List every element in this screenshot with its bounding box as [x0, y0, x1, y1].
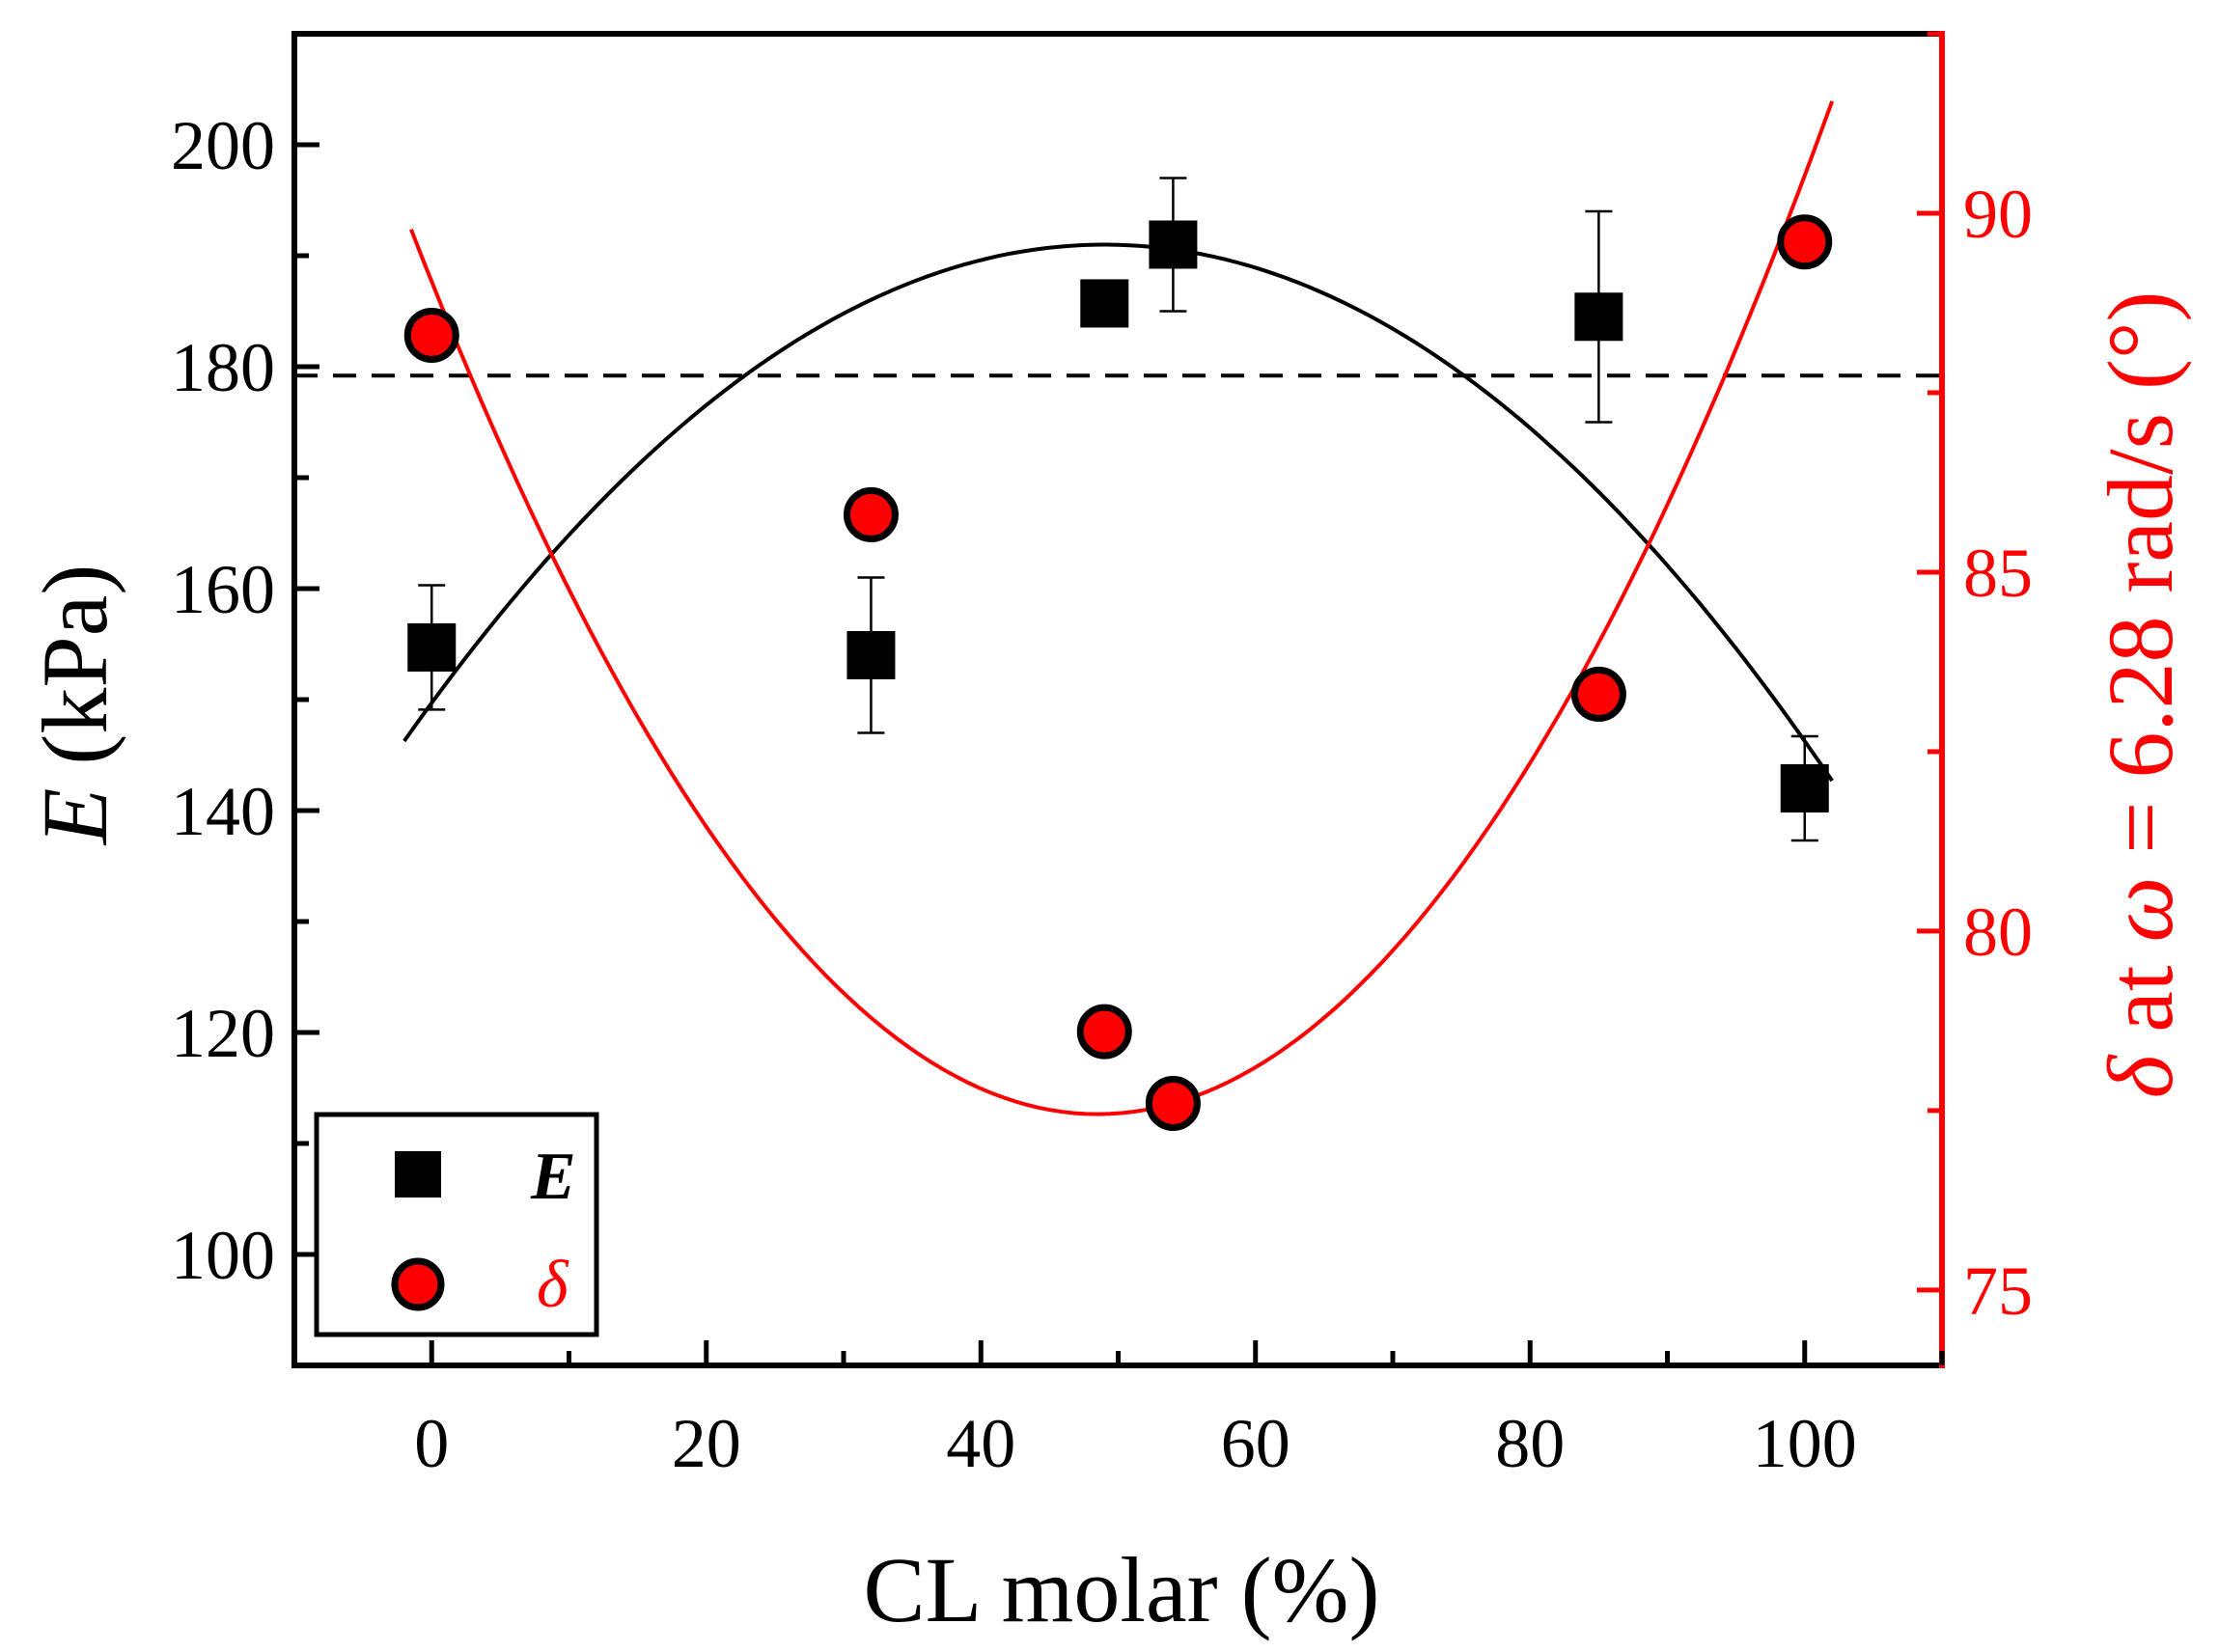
e-data-point — [1780, 764, 1829, 812]
y-right-tick-label: 75 — [1963, 1253, 2033, 1330]
e-series-points — [407, 220, 1829, 812]
legend-marker-e — [395, 1151, 441, 1198]
legend-marker-delta — [391, 1257, 445, 1311]
y-right-tick-label: 90 — [1963, 176, 2033, 253]
tick-labels: 0 20 40 60 80 100 100 120 140 160 180 200 75 80 85 90 — [171, 107, 2033, 1482]
y-right-axis-title-rest: = 6.28 rad/s (°) — [2089, 291, 2192, 877]
x-tick-label: 20 — [672, 1405, 741, 1482]
y-left-axis-title-rest: (kPa) — [23, 564, 126, 788]
y-right-tick-label: 85 — [1963, 535, 2033, 612]
legend-box — [314, 1112, 599, 1337]
x-tick-label: 100 — [1753, 1405, 1857, 1482]
e-data-point — [1080, 279, 1129, 328]
y-left-tick-label: 180 — [171, 329, 275, 406]
e-data-point — [1149, 220, 1198, 269]
fit-curves — [402, 100, 1835, 1116]
delta-data-point — [403, 307, 459, 363]
delta-data-point — [1145, 1075, 1201, 1131]
y-left-axis-title: E (kPa) — [23, 564, 126, 847]
legend-label-delta: δ — [537, 1248, 569, 1322]
axis-ticks — [291, 31, 1945, 1368]
delta-fit-curve — [409, 100, 1835, 1116]
legend: E δ — [314, 1112, 599, 1337]
x-tick-label: 60 — [1221, 1405, 1290, 1482]
y-left-tick-label: 140 — [171, 773, 275, 850]
delta-data-point — [1076, 1004, 1132, 1060]
x-tick-label: 0 — [414, 1405, 449, 1482]
delta-series-points — [403, 214, 1833, 1131]
e-data-point — [407, 622, 457, 672]
delta-data-point — [1570, 666, 1626, 722]
y-right-axis-title-at: at — [2089, 942, 2192, 1055]
y-left-axis-title-italic: E — [23, 788, 126, 847]
x-tick-label: 40 — [946, 1405, 1015, 1482]
e-data-point — [846, 631, 896, 679]
y-left-tick-label: 200 — [171, 107, 275, 184]
delta-data-point — [843, 486, 899, 542]
y-left-tick-label: 160 — [171, 551, 275, 628]
legend-label-e: E — [530, 1140, 576, 1214]
x-tick-label: 80 — [1495, 1405, 1565, 1482]
y-right-axis-title-omega: ω — [2089, 877, 2192, 943]
e-fit-curve — [402, 242, 1834, 783]
y-left-tick-label: 100 — [171, 1217, 275, 1294]
y-right-axis-title: δ at ω = 6.28 rad/s (°) — [2089, 291, 2192, 1099]
y-left-tick-label: 120 — [171, 995, 275, 1072]
delta-data-point — [1777, 214, 1833, 270]
e-data-point — [1574, 292, 1623, 342]
y-right-axis-title-delta: δ — [2089, 1054, 2192, 1098]
y-right-tick-label: 80 — [1963, 894, 2033, 971]
x-axis-title: CL molar (%) — [864, 1538, 1380, 1641]
error-bars — [418, 177, 1818, 842]
